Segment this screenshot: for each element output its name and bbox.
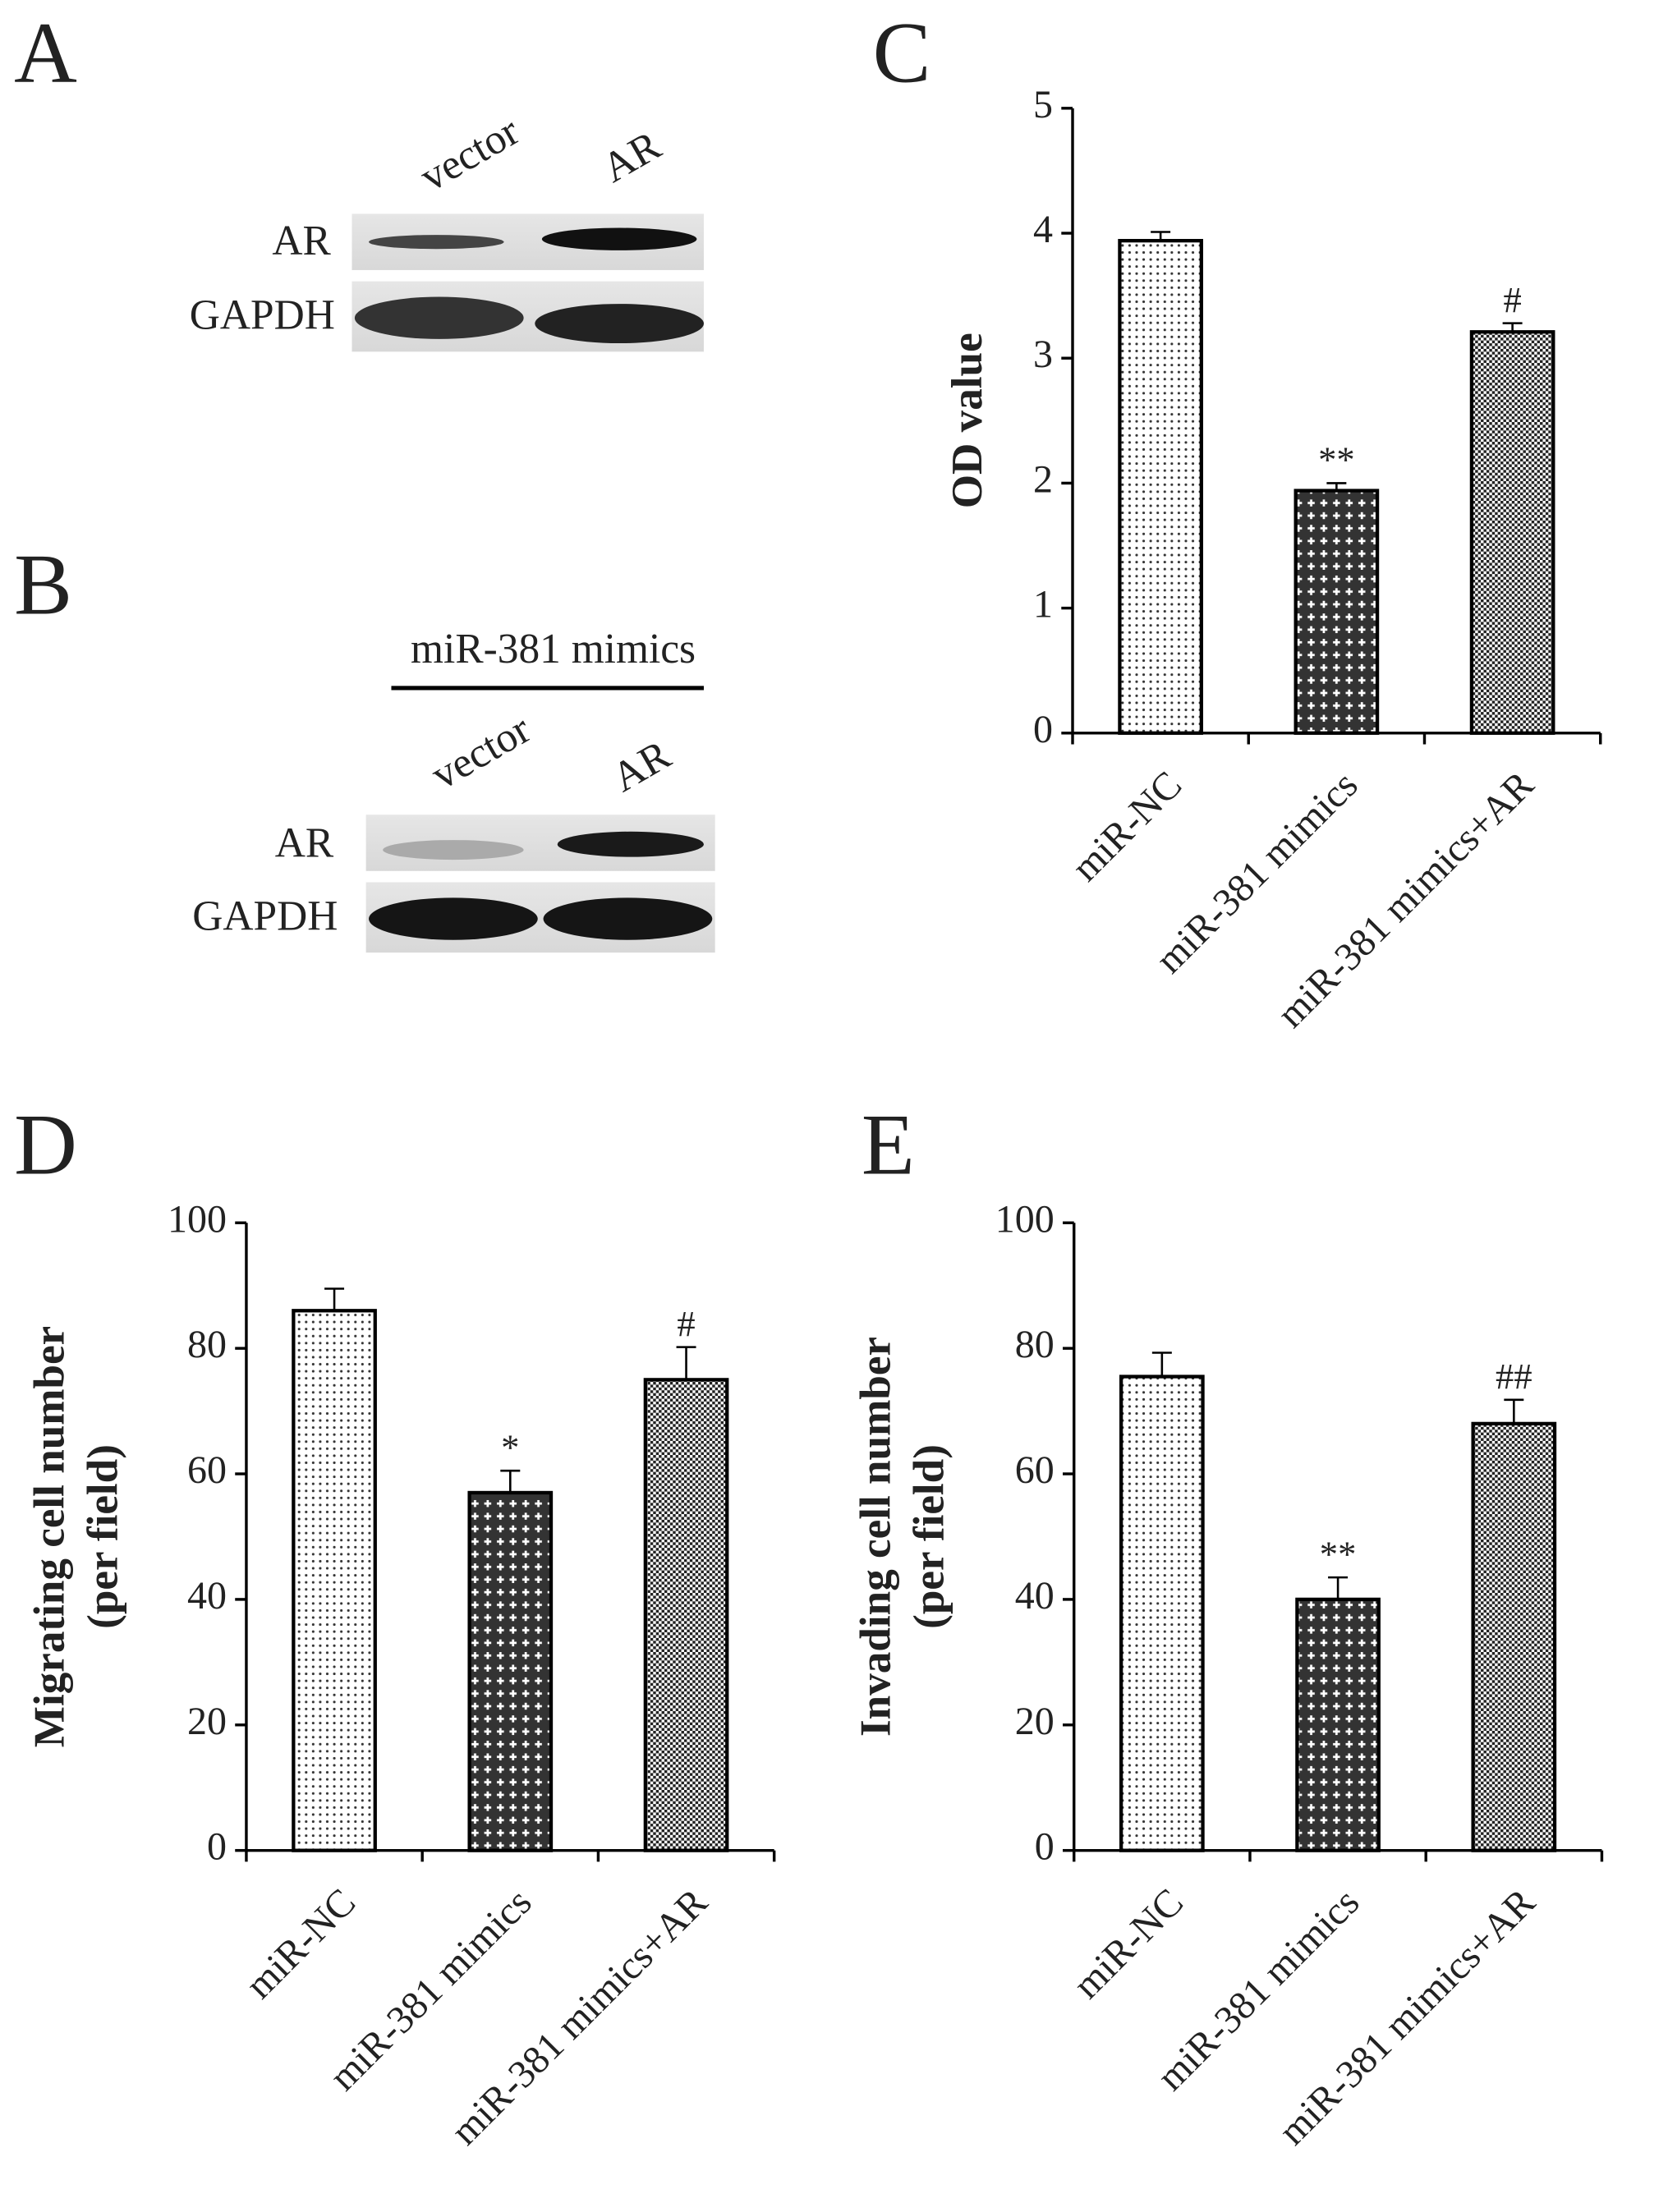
bar bbox=[467, 1490, 554, 1852]
panel-label: B bbox=[14, 536, 72, 633]
y-tick-label: 100 bbox=[995, 1197, 1055, 1241]
y-tick-label: 40 bbox=[1015, 1574, 1055, 1618]
bar bbox=[1471, 1421, 1557, 1852]
x-tick-label: miR-NC bbox=[1065, 1880, 1192, 2007]
y-tick-label: 0 bbox=[1033, 708, 1053, 751]
y-tick-label: 20 bbox=[1015, 1700, 1055, 1743]
y-tick-label: 4 bbox=[1033, 208, 1053, 251]
y-tick-label: 80 bbox=[1015, 1323, 1055, 1366]
y-tick-label: 1 bbox=[1033, 583, 1053, 626]
significance-label: ** bbox=[1318, 439, 1355, 480]
band bbox=[557, 831, 704, 857]
panel-label: D bbox=[14, 1096, 77, 1193]
band bbox=[369, 235, 504, 250]
y-tick-label: 100 bbox=[168, 1197, 227, 1241]
x-tick-label: miR-NC bbox=[1064, 763, 1190, 889]
y-axis-label: Invading cell number bbox=[852, 1337, 899, 1737]
bar bbox=[643, 1378, 729, 1852]
significance-label: ** bbox=[1320, 1533, 1357, 1574]
y-tick-label: 0 bbox=[1035, 1825, 1055, 1869]
y-tick-label: 20 bbox=[187, 1700, 227, 1743]
y-tick-label: 60 bbox=[1015, 1448, 1055, 1492]
treatment-label: miR-381 mimics bbox=[411, 626, 696, 672]
y-tick-label: 2 bbox=[1033, 457, 1053, 501]
panel-label: E bbox=[862, 1096, 915, 1193]
lane-label: vector bbox=[424, 705, 539, 799]
y-axis-label: (per field) bbox=[906, 1444, 953, 1629]
significance-label: ## bbox=[1496, 1356, 1532, 1397]
y-tick-label: 60 bbox=[187, 1448, 227, 1492]
bar bbox=[1294, 489, 1380, 735]
significance-label: # bbox=[677, 1303, 695, 1344]
significance-label: # bbox=[1503, 279, 1521, 320]
panel-label: A bbox=[14, 4, 77, 101]
y-axis-label: Migrating cell number bbox=[25, 1326, 73, 1747]
lane-label: AR bbox=[604, 731, 679, 801]
y-tick-label: 0 bbox=[207, 1825, 227, 1869]
y-tick-label: 3 bbox=[1033, 333, 1053, 376]
bar bbox=[1469, 330, 1555, 735]
y-axis-label: OD value bbox=[944, 333, 991, 508]
band bbox=[535, 304, 704, 344]
row-label: AR bbox=[275, 819, 334, 866]
y-axis-label: (per field) bbox=[79, 1444, 126, 1629]
bar bbox=[1118, 239, 1203, 735]
band bbox=[369, 897, 538, 940]
lane-label: vector bbox=[412, 108, 527, 201]
row-label: GAPDH bbox=[190, 292, 335, 339]
y-tick-label: 40 bbox=[187, 1574, 227, 1618]
panel-label: C bbox=[873, 4, 931, 101]
band bbox=[354, 296, 524, 339]
y-tick-label: 80 bbox=[187, 1323, 227, 1366]
band bbox=[383, 840, 524, 860]
bar bbox=[1295, 1597, 1381, 1852]
band bbox=[541, 227, 697, 250]
y-tick-label: 5 bbox=[1033, 83, 1053, 126]
lane-label: AR bbox=[595, 122, 669, 191]
band bbox=[543, 897, 713, 940]
bar bbox=[292, 1309, 377, 1852]
x-tick-label: miR-NC bbox=[237, 1880, 364, 2007]
row-label: AR bbox=[272, 218, 331, 264]
significance-label: * bbox=[501, 1426, 519, 1467]
row-label: GAPDH bbox=[192, 893, 338, 940]
bar bbox=[1119, 1374, 1205, 1852]
